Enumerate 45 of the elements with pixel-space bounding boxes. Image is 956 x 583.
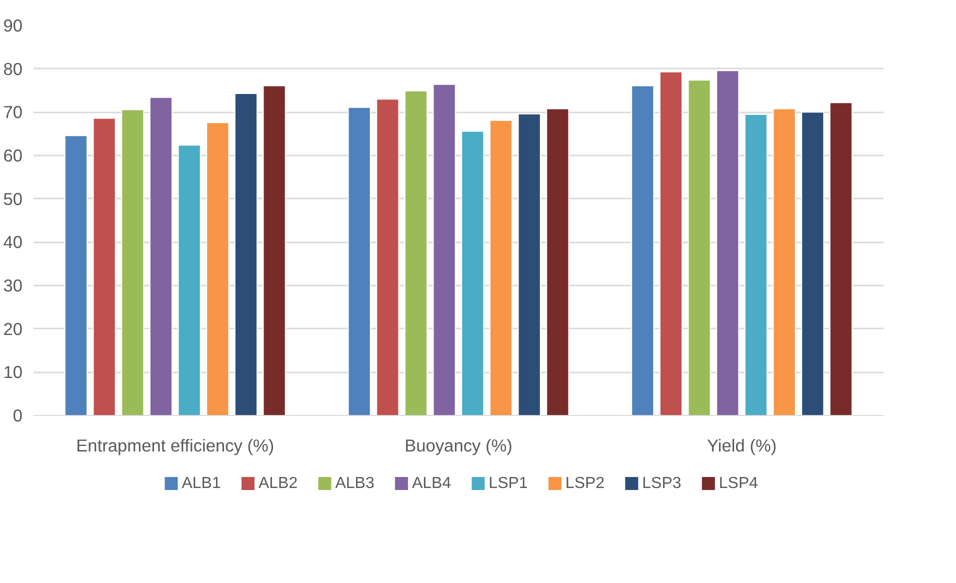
bar: [546, 108, 570, 416]
bar: [121, 109, 144, 416]
bar: [376, 98, 400, 416]
y-tick-label: 80: [3, 58, 23, 79]
bar: [659, 71, 683, 416]
bar: [518, 113, 541, 416]
bar: [489, 120, 513, 416]
bar: [262, 85, 286, 416]
y-tick-label: 60: [3, 146, 23, 166]
legend-label: LSP4: [718, 475, 758, 492]
y-tick-label: 50: [3, 188, 23, 209]
y-tick-label: 0: [12, 406, 23, 426]
x-tick-label: Entrapment efficiency (%): [76, 436, 274, 456]
legend-label: ALB1: [182, 475, 221, 492]
bar: [206, 122, 230, 416]
bar: [178, 144, 201, 416]
bar: [716, 70, 740, 416]
y-tick-label: 70: [3, 102, 23, 122]
bar: [772, 108, 796, 416]
legend-label: LSP2: [565, 475, 605, 492]
bar: [149, 96, 173, 416]
x-tick-label: Yield (%): [707, 436, 777, 456]
bar: [631, 85, 654, 416]
bar: [432, 84, 456, 416]
y-tick-label: 10: [3, 362, 23, 382]
legend-label: LSP3: [642, 475, 682, 492]
bar: [348, 106, 371, 416]
y-tick-label: 30: [3, 276, 23, 296]
bar: [688, 80, 711, 416]
legend-label: ALB2: [258, 475, 298, 492]
y-tick-label: 90: [3, 16, 23, 36]
bar: [404, 90, 428, 416]
legend-label: ALB3: [335, 475, 374, 492]
legend-label: LSP1: [488, 475, 528, 492]
bar: [461, 130, 484, 416]
y-tick-label: 20: [3, 318, 23, 339]
bar: [829, 102, 853, 416]
bar: [744, 114, 768, 416]
bar: [64, 135, 88, 416]
bar: [801, 112, 824, 416]
bar: [92, 118, 116, 416]
bar: [234, 93, 258, 416]
y-tick-label: 40: [3, 232, 23, 252]
legend-label: ALB4: [412, 475, 452, 492]
x-tick-label: Buoyancy (%): [404, 436, 512, 456]
